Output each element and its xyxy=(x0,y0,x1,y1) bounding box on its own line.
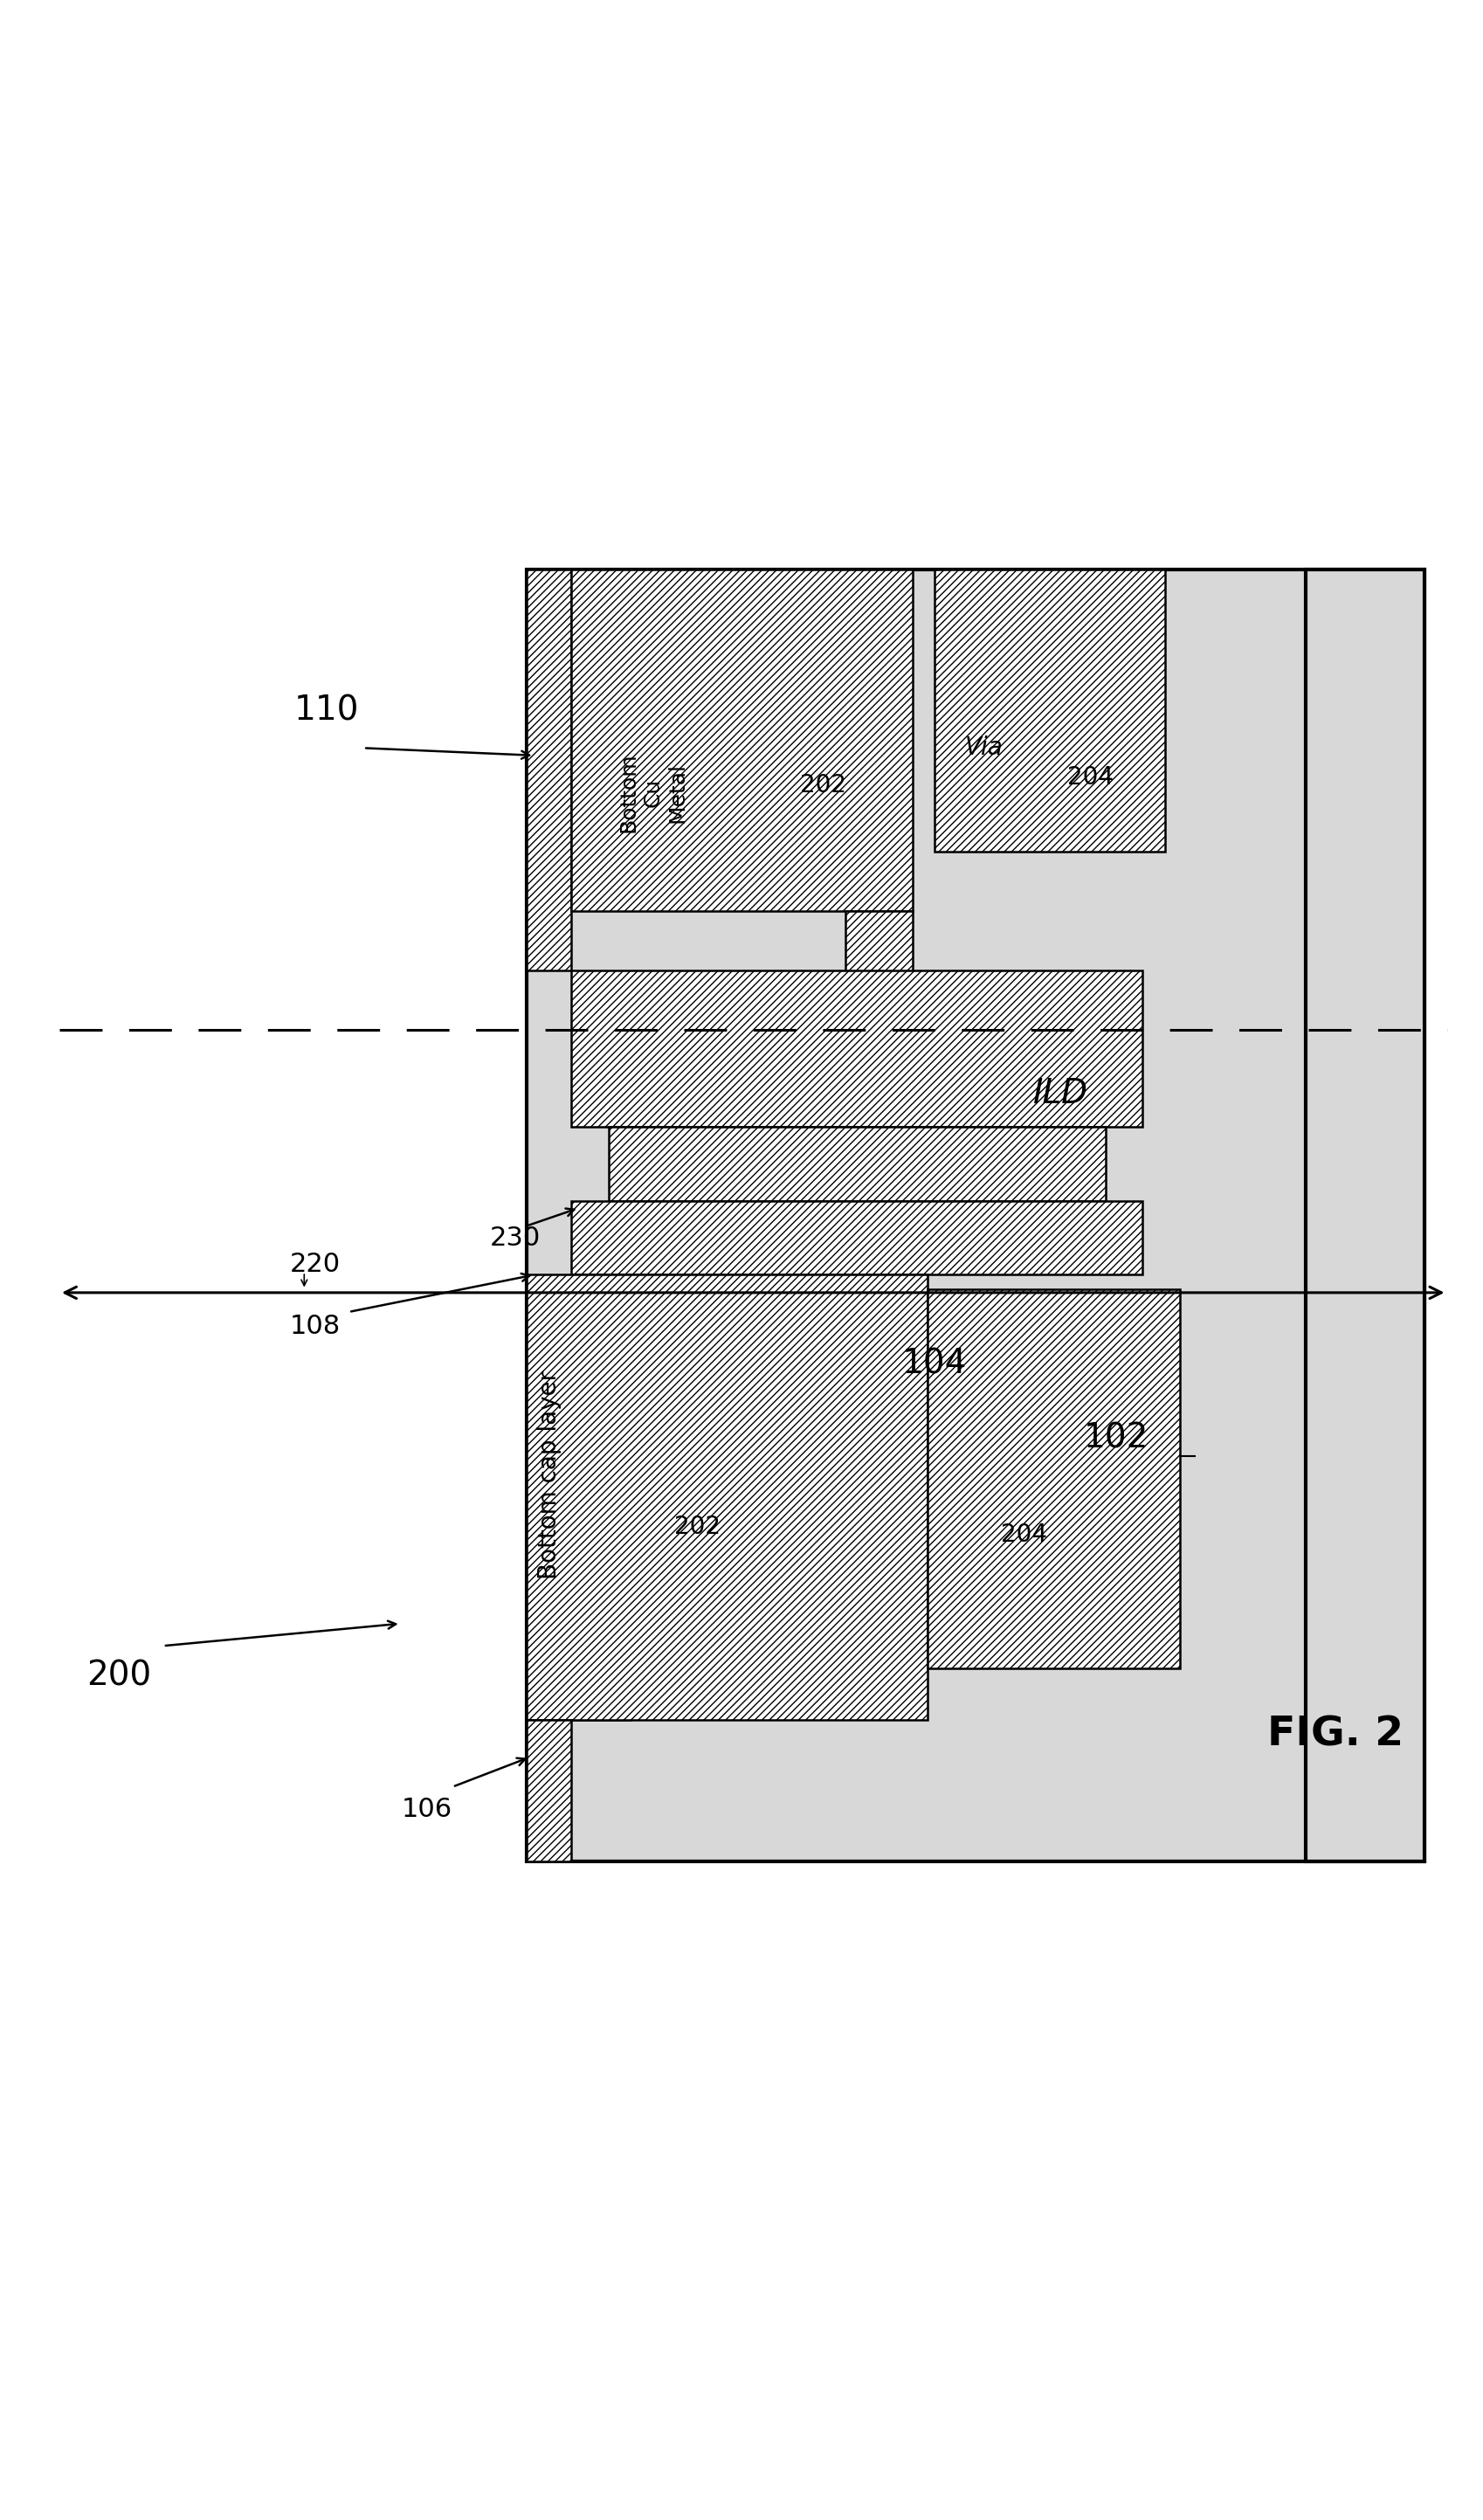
Text: 204: 204 xyxy=(1066,766,1114,789)
Bar xyxy=(845,912,912,1023)
Text: 102: 102 xyxy=(1083,1421,1148,1454)
Text: Bottom
Cu
Metal: Bottom Cu Metal xyxy=(618,753,687,832)
Text: 204: 204 xyxy=(1000,1522,1047,1547)
Text: 106: 106 xyxy=(402,1797,452,1822)
Text: 108: 108 xyxy=(289,1313,340,1341)
Text: FIG. 2: FIG. 2 xyxy=(1266,1716,1403,1754)
Text: 200: 200 xyxy=(86,1658,151,1691)
Bar xyxy=(571,1275,630,1721)
Bar xyxy=(571,1200,1142,1275)
Text: 104: 104 xyxy=(902,1348,967,1381)
Bar xyxy=(526,570,1424,1862)
Text: 230: 230 xyxy=(489,1225,540,1250)
Text: 202: 202 xyxy=(799,774,847,796)
Bar xyxy=(526,570,571,970)
Text: ILD: ILD xyxy=(1032,1076,1089,1111)
Bar xyxy=(934,570,1164,852)
Text: Via: Via xyxy=(964,736,1003,761)
Bar xyxy=(571,570,912,912)
Bar xyxy=(571,970,1142,1126)
Bar xyxy=(608,1126,1105,1200)
Text: 220: 220 xyxy=(289,1252,340,1278)
Text: Bottom cap layer: Bottom cap layer xyxy=(537,1371,561,1580)
Text: 110: 110 xyxy=(294,696,359,728)
Bar xyxy=(526,1275,927,1721)
Bar xyxy=(526,1721,571,1862)
Text: 202: 202 xyxy=(673,1515,721,1540)
Bar xyxy=(927,1290,1179,1668)
Bar xyxy=(1305,570,1424,1862)
